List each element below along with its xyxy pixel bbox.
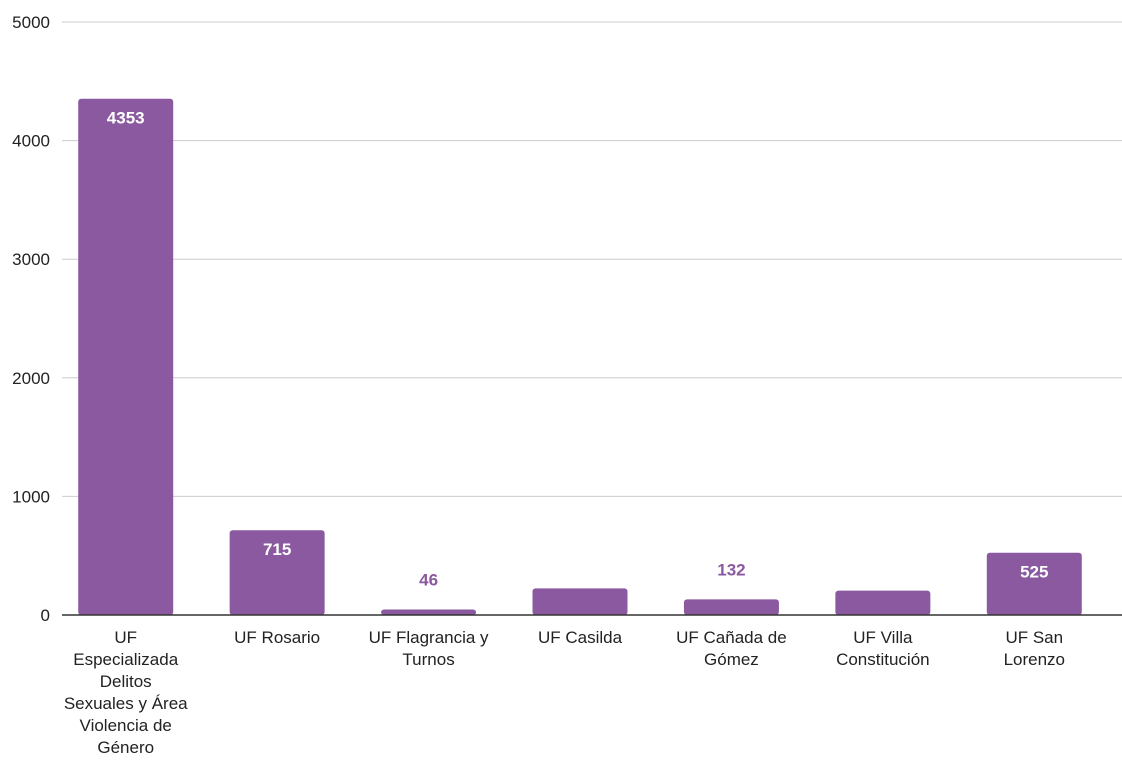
x-tick-label: UF bbox=[114, 628, 137, 647]
x-tick-label: UF Cañada de bbox=[676, 628, 787, 647]
x-tick-label: UF Casilda bbox=[538, 628, 623, 647]
x-tick-label: Constitución bbox=[836, 650, 930, 669]
x-tick-label: Especializada bbox=[73, 650, 178, 669]
data-label: 46 bbox=[419, 571, 438, 590]
bar bbox=[986, 552, 1082, 615]
x-tick-label: Turnos bbox=[402, 650, 454, 669]
x-tick-label: Género bbox=[97, 738, 154, 755]
y-tick-label: 2000 bbox=[12, 369, 50, 388]
x-tick-label: Lorenzo bbox=[1004, 650, 1065, 669]
y-tick-label: 3000 bbox=[12, 250, 50, 269]
data-label: 132 bbox=[717, 560, 745, 579]
bar bbox=[532, 588, 628, 615]
x-tick-label: Violencia de bbox=[80, 716, 172, 735]
x-tick-label: UF Villa bbox=[853, 628, 913, 647]
x-tick-label: Gómez bbox=[704, 650, 759, 669]
x-tick-label: UF Flagrancia y bbox=[369, 628, 489, 647]
bar bbox=[381, 609, 477, 615]
data-label: 4353 bbox=[107, 109, 145, 128]
y-tick-label: 1000 bbox=[12, 487, 50, 506]
bar bbox=[78, 98, 174, 616]
bar bbox=[229, 530, 325, 615]
x-tick-label: Delitos bbox=[100, 672, 152, 691]
bar bbox=[683, 599, 779, 615]
x-tick-label: UF Rosario bbox=[234, 628, 320, 647]
y-tick-label: 4000 bbox=[12, 132, 50, 151]
data-label: 525 bbox=[1020, 563, 1048, 582]
x-tick-label: Sexuales y Área bbox=[64, 694, 188, 713]
y-tick-label: 0 bbox=[41, 606, 50, 625]
y-tick-label: 5000 bbox=[12, 13, 50, 32]
data-label: 715 bbox=[263, 540, 291, 559]
x-tick-label: UF San bbox=[1005, 628, 1063, 647]
bar bbox=[835, 590, 931, 615]
